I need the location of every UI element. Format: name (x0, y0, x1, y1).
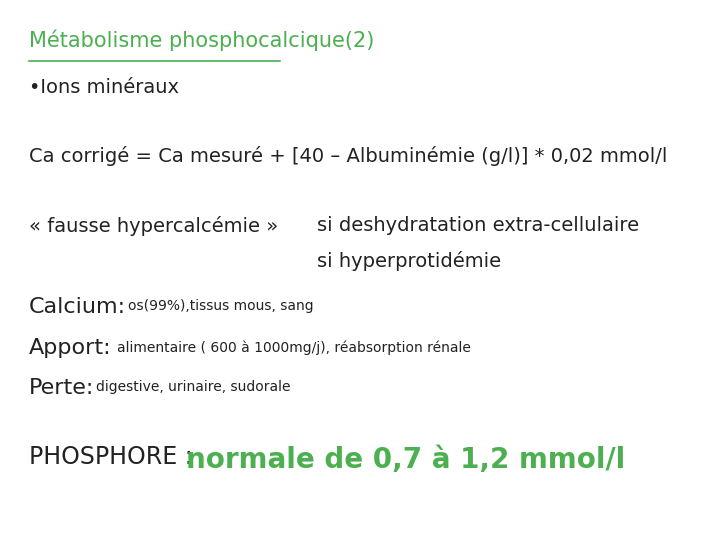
Text: Métabolisme phosphocalcique(2): Métabolisme phosphocalcique(2) (29, 30, 374, 51)
Text: digestive, urinaire, sudorale: digestive, urinaire, sudorale (96, 380, 291, 394)
Text: Apport:: Apport: (29, 338, 112, 357)
Text: alimentaire ( 600 à 1000mg/j), réabsorption rénale: alimentaire ( 600 à 1000mg/j), réabsorpt… (117, 340, 471, 355)
Text: Calcium:: Calcium: (29, 297, 126, 317)
Text: PHOSPHORE :: PHOSPHORE : (29, 446, 200, 469)
Text: •Ions minéraux: •Ions minéraux (29, 78, 179, 97)
Text: os(99%),tissus mous, sang: os(99%),tissus mous, sang (128, 299, 314, 313)
Text: normale de 0,7 à 1,2 mmol/l: normale de 0,7 à 1,2 mmol/l (186, 446, 625, 474)
Text: Ca corrigé = Ca mesuré + [40 – Albuminémie (g/l)] * 0,02 mmol/l: Ca corrigé = Ca mesuré + [40 – Albuminém… (29, 146, 667, 166)
Text: Perte:: Perte: (29, 378, 94, 398)
Text: « fausse hypercalcémie »: « fausse hypercalcémie » (29, 216, 278, 236)
Text: si hyperprotidémie: si hyperprotidémie (317, 251, 501, 271)
Text: si deshydratation extra-cellulaire: si deshydratation extra-cellulaire (317, 216, 639, 235)
